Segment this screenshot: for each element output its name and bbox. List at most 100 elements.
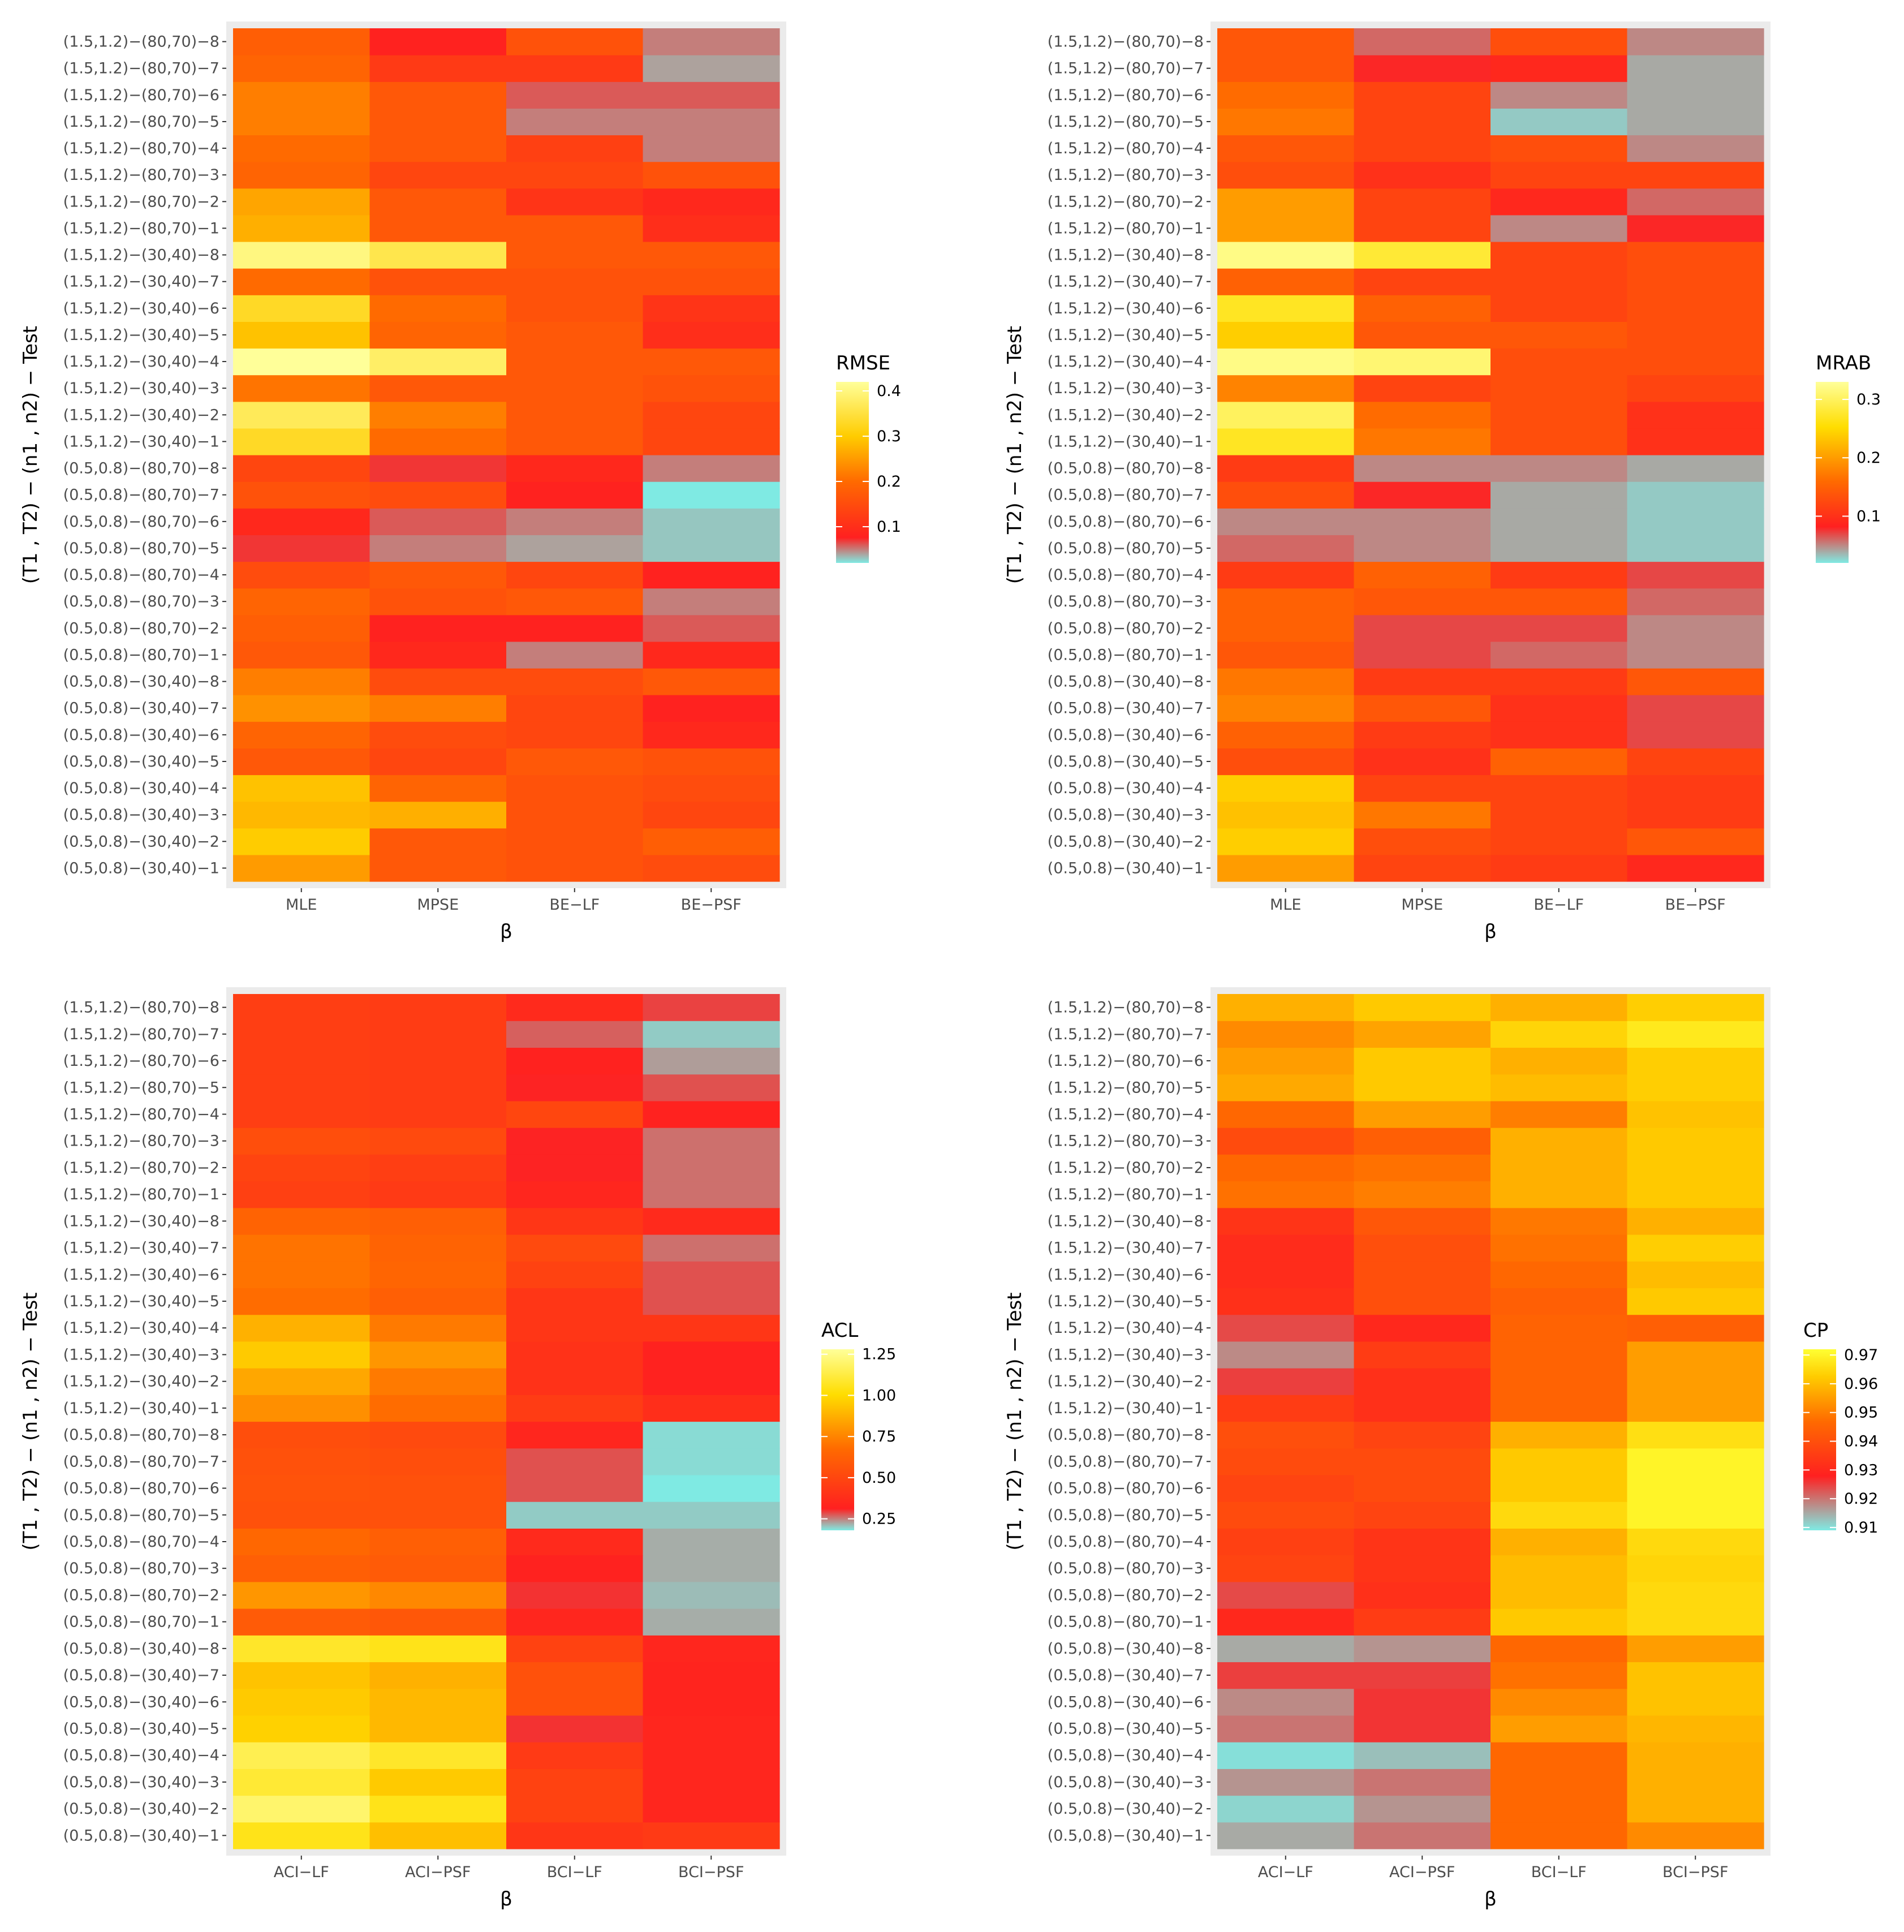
y-tick-label: (1.5,1.2)−(80,70)−5 <box>63 113 219 131</box>
heatmap-cell <box>506 1501 644 1529</box>
heatmap-cell <box>1627 1234 1764 1262</box>
y-tick-label: (1.5,1.2)−(80,70)−1 <box>1048 220 1204 237</box>
heatmap-cell <box>1354 108 1491 136</box>
heatmap-cell <box>1627 428 1764 455</box>
heatmap-cell <box>233 1421 371 1449</box>
heatmap-cell <box>369 748 507 776</box>
y-tick-label: (0.5,0.8)−(30,40)−7 <box>63 700 219 717</box>
heatmap-cell <box>506 748 644 776</box>
heatmap-cell <box>1217 1128 1355 1155</box>
y-tick-label: (1.5,1.2)−(80,70)−4 <box>1048 140 1204 157</box>
legend-tick-label: 0.75 <box>862 1428 896 1445</box>
heatmap-cell <box>1627 1715 1764 1742</box>
heatmap-cell <box>1354 1421 1491 1449</box>
heatmap-cell <box>1627 375 1764 402</box>
y-tick-label: (0.5,0.8)−(80,70)−7 <box>1048 1453 1204 1470</box>
heatmap-cell <box>369 801 507 829</box>
x-axis-title: β <box>1484 920 1497 943</box>
heatmap-cell <box>1217 668 1355 695</box>
heatmap-cell <box>233 1154 371 1182</box>
y-tick-label: (1.5,1.2)−(30,40)−7 <box>1048 273 1204 291</box>
y-tick-label: (0.5,0.8)−(30,40)−8 <box>63 1640 219 1658</box>
heatmap-cell <box>1354 1100 1491 1128</box>
y-tick-label: (1.5,1.2)−(30,40)−7 <box>1048 1240 1204 1257</box>
heatmap-cell <box>1491 695 1628 722</box>
heatmap-cell <box>506 1181 644 1208</box>
heatmap-cell <box>1217 721 1355 748</box>
legend-tick-label: 1.25 <box>862 1346 896 1363</box>
heatmap-cell <box>643 375 780 402</box>
heatmap-cell <box>1627 774 1764 802</box>
y-tick-label: (1.5,1.2)−(80,70)−6 <box>63 87 219 104</box>
y-tick-label: (0.5,0.8)−(30,40)−1 <box>63 859 219 877</box>
heatmap-cell <box>369 1047 507 1075</box>
y-tick-label: (0.5,0.8)−(80,70)−8 <box>1048 460 1204 477</box>
heatmap-cell <box>506 1368 644 1395</box>
heatmap-cell <box>1491 1021 1628 1048</box>
heatmap-cell <box>233 28 371 55</box>
heatmap-cell <box>1217 188 1355 216</box>
heatmap-cell <box>1217 242 1355 269</box>
y-tick-label: (0.5,0.8)−(80,70)−7 <box>63 1453 219 1470</box>
y-tick-label: (0.5,0.8)−(80,70)−8 <box>1048 1426 1204 1444</box>
heatmap-cell <box>1354 1047 1491 1075</box>
heatmap-cell <box>1217 348 1355 376</box>
heatmap-cell <box>1627 1421 1764 1449</box>
y-tick-label: (0.5,0.8)−(80,70)−1 <box>63 1613 219 1631</box>
heatmap-cell <box>506 295 644 322</box>
heatmap-cell <box>1491 1795 1628 1823</box>
heatmap-cell <box>1354 1555 1491 1582</box>
y-tick-label: (1.5,1.2)−(80,70)−5 <box>1048 1079 1204 1096</box>
heatmap-panel-2: (0.5,0.8)−(30,40)−1 (0.5,0.8)−(30,40)−2 (0… <box>1003 21 1881 943</box>
heatmap-cell <box>643 748 780 776</box>
heatmap-cell <box>1217 321 1355 349</box>
heatmap-cell <box>369 481 507 509</box>
y-tick-label: (0.5,0.8)−(30,40)−2 <box>1048 1800 1204 1818</box>
y-tick-label: (1.5,1.2)−(80,70)−3 <box>63 1133 219 1150</box>
heatmap-cell <box>369 161 507 189</box>
heatmap-cell <box>1354 1207 1491 1235</box>
heatmap-cell <box>233 1769 371 1796</box>
heatmap-cell <box>369 1742 507 1769</box>
heatmap-cell <box>643 721 780 748</box>
heatmap-cell <box>1627 1635 1764 1663</box>
heatmap-cell <box>1217 455 1355 482</box>
heatmap-cell <box>1354 535 1491 562</box>
heatmap-cell <box>1491 668 1628 695</box>
heatmap-cell <box>643 828 780 855</box>
heatmap-cell <box>369 561 507 589</box>
heatmap-cell <box>1217 695 1355 722</box>
heatmap-cell <box>1491 108 1628 136</box>
heatmap-cell <box>506 321 644 349</box>
heatmap-cell <box>1354 1822 1491 1849</box>
heatmap-cell <box>1217 1154 1355 1182</box>
y-tick-label: (1.5,1.2)−(30,40)−6 <box>63 300 219 317</box>
y-tick-label: (1.5,1.2)−(30,40)−6 <box>1048 300 1204 317</box>
heatmap-cell <box>1354 641 1491 669</box>
y-tick-label: (1.5,1.2)−(30,40)−5 <box>1048 1293 1204 1310</box>
legend-tick-label: 0.93 <box>1844 1461 1878 1479</box>
heatmap-cell <box>1627 1608 1764 1636</box>
heatmap-cell <box>1491 1769 1628 1796</box>
heatmap-cell <box>1217 1448 1355 1475</box>
y-tick-label: (0.5,0.8)−(80,70)−8 <box>63 460 219 477</box>
heatmap-cell <box>233 1742 371 1769</box>
heatmap-cell <box>233 268 371 295</box>
x-tick-label: MPSE <box>417 896 459 914</box>
heatmap-cell <box>1354 1021 1491 1048</box>
heatmap-cell <box>1491 1181 1628 1208</box>
heatmap-cell <box>1217 268 1355 295</box>
legend-tick-label: 0.4 <box>877 382 901 400</box>
heatmap-cell <box>233 1074 371 1101</box>
heatmap-cell <box>1491 188 1628 216</box>
heatmap-cell <box>643 1795 780 1823</box>
heatmap-cell <box>233 295 371 322</box>
heatmap-cell <box>1627 1128 1764 1155</box>
heatmap-cell <box>369 188 507 216</box>
heatmap-cell <box>233 1501 371 1529</box>
heatmap-cell <box>643 1395 780 1422</box>
heatmap-cell <box>506 1021 644 1048</box>
y-tick-label: (0.5,0.8)−(30,40)−1 <box>63 1827 219 1844</box>
heatmap-cell <box>1627 1100 1764 1128</box>
heatmap-cell <box>506 1395 644 1422</box>
